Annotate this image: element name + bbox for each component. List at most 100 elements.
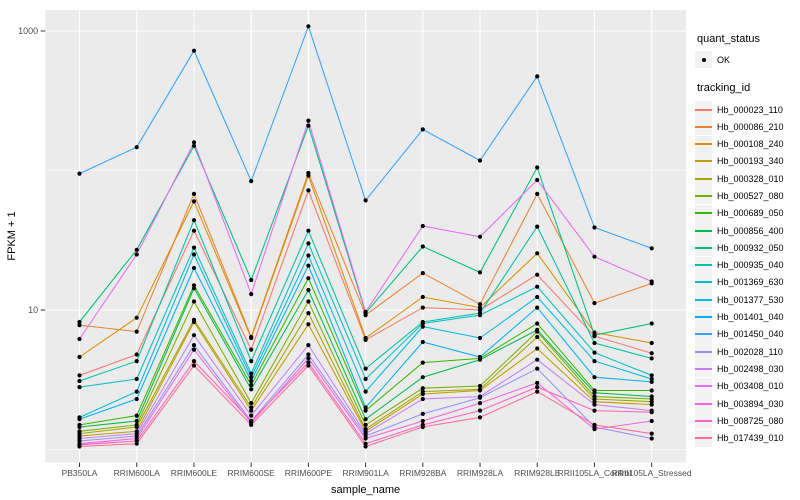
data-point (592, 225, 597, 230)
legend-item-tracking: Hb_000023_110 (695, 101, 800, 118)
legend-label-tracking: Hb_000935_040 (717, 260, 784, 271)
data-point (592, 333, 597, 338)
data-point (649, 351, 654, 356)
legend-label-tracking: Hb_000193_340 (717, 156, 784, 167)
data-point (134, 396, 139, 402)
legend-line-icon (695, 108, 712, 111)
data-point (420, 244, 425, 249)
data-point (77, 323, 82, 328)
data-point (535, 177, 540, 183)
legend-item-tracking: Hb_001377_530 (695, 291, 800, 309)
data-point (649, 410, 654, 415)
legend-title-quant-status: quant_status (697, 33, 760, 45)
data-point (649, 402, 654, 407)
data-point (649, 436, 654, 441)
legend-key-swatch (695, 204, 712, 222)
data-point (477, 394, 483, 399)
data-point (535, 251, 540, 256)
legend-key-swatch (695, 360, 712, 378)
axis-layer: 1000 10 PB350LA RRIM600LA RRIM600LE RRIM600SE… (18, 26, 692, 478)
data-point (191, 286, 197, 291)
data-point (306, 263, 311, 268)
data-point (420, 396, 425, 402)
data-point (649, 418, 654, 424)
data-point (306, 352, 311, 357)
data-point (191, 218, 197, 223)
legend-label-ok: OK (717, 54, 731, 65)
data-point (477, 415, 483, 420)
data-point (249, 335, 254, 341)
data-point (306, 311, 311, 316)
legend-line-icon (695, 246, 712, 249)
data-point (420, 375, 425, 380)
legend-item-tracking: Hb_000689_050 (695, 204, 800, 222)
data-point (134, 315, 139, 320)
x-tick-label: RRIM600PE (285, 468, 333, 478)
data-point (477, 354, 483, 360)
data-point (363, 335, 368, 341)
data-point (306, 173, 311, 178)
data-point (134, 247, 139, 252)
data-point (191, 363, 197, 368)
data-point (134, 376, 139, 382)
data-point (306, 24, 311, 29)
data-point (134, 431, 139, 436)
data-point (420, 418, 425, 424)
legend-line-icon (695, 350, 712, 353)
data-point (649, 321, 654, 326)
data-point (420, 411, 425, 416)
legend-item-tracking: Hb_003894_030 (695, 395, 800, 413)
data-point (363, 389, 368, 394)
data-point (477, 387, 483, 392)
legend-line-icon (695, 264, 712, 267)
legend-item-tracking: Hb_008725_080 (695, 412, 800, 430)
legend-label-tracking: Hb_017439_010 (717, 433, 784, 444)
data-point (363, 376, 368, 382)
data-point (77, 424, 82, 430)
data-point (306, 363, 311, 368)
data-point (592, 390, 597, 395)
data-point (134, 352, 139, 357)
data-point (535, 385, 540, 390)
data-point (249, 347, 254, 352)
data-point (134, 329, 139, 334)
legend-label-tracking: Hb_000023_110 (717, 104, 783, 115)
legend-line-icon (695, 194, 712, 197)
legend-key-swatch (695, 101, 712, 118)
legend-item-tracking: Hb_001369_630 (695, 273, 800, 291)
data-point (191, 283, 197, 288)
data-point (306, 188, 311, 193)
data-point (477, 302, 483, 307)
data-point (535, 321, 540, 326)
legend-key-swatch (695, 412, 712, 430)
data-point (477, 383, 483, 389)
data-point (535, 357, 540, 362)
legend-key-swatch (695, 222, 712, 240)
legend-tracking-items: Hb_000023_110 Hb_000086_210 Hb_000108_240 H… (694, 101, 800, 447)
data-point (535, 380, 540, 385)
data-point (535, 165, 540, 170)
data-point (363, 431, 368, 436)
legend-key-swatch (695, 239, 712, 257)
data-point (134, 418, 139, 424)
data-point (191, 252, 197, 257)
data-point (592, 394, 597, 399)
legend-item-tracking: Hb_000193_340 (695, 152, 800, 170)
data-point (77, 385, 82, 390)
legend-line-icon (695, 437, 712, 440)
legend-line-icon (695, 281, 712, 284)
data-point (191, 143, 197, 148)
data-point (363, 422, 368, 427)
legend-item-tracking: Hb_000108_240 (695, 135, 800, 153)
data-point (306, 287, 311, 293)
legend-item-tracking: Hb_000935_040 (695, 256, 800, 274)
data-point (249, 375, 254, 380)
data-point (306, 123, 311, 128)
data-point (649, 340, 654, 346)
x-tick-label: RRIM928LE (514, 468, 561, 478)
data-point (306, 322, 311, 327)
legend-label-tracking: Hb_002498_030 (717, 363, 784, 374)
data-point (535, 366, 540, 371)
data-point (535, 327, 540, 332)
legend-key-swatch (695, 187, 712, 205)
